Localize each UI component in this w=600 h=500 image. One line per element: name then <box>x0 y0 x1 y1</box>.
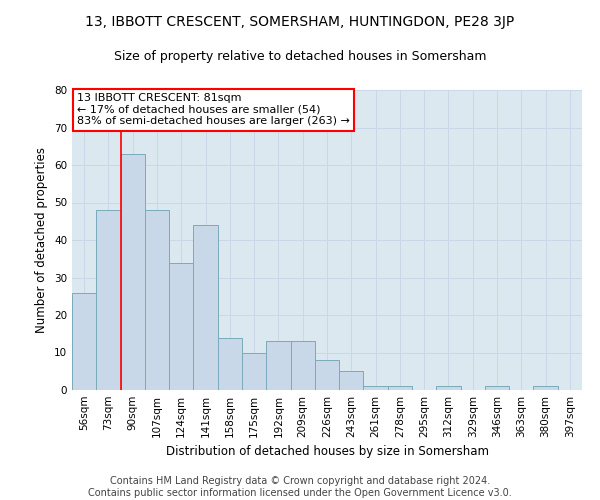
X-axis label: Distribution of detached houses by size in Somersham: Distribution of detached houses by size … <box>166 446 488 458</box>
Text: 13, IBBOTT CRESCENT, SOMERSHAM, HUNTINGDON, PE28 3JP: 13, IBBOTT CRESCENT, SOMERSHAM, HUNTINGD… <box>85 15 515 29</box>
Text: 13 IBBOTT CRESCENT: 81sqm
← 17% of detached houses are smaller (54)
83% of semi-: 13 IBBOTT CRESCENT: 81sqm ← 17% of detac… <box>77 93 350 126</box>
Bar <box>72 292 96 390</box>
Bar <box>266 341 290 390</box>
Bar <box>145 210 169 390</box>
Bar <box>315 360 339 390</box>
Bar <box>533 386 558 390</box>
Bar <box>193 225 218 390</box>
Bar <box>290 341 315 390</box>
Bar <box>436 386 461 390</box>
Y-axis label: Number of detached properties: Number of detached properties <box>35 147 49 333</box>
Bar <box>485 386 509 390</box>
Bar <box>96 210 121 390</box>
Bar <box>218 338 242 390</box>
Text: Size of property relative to detached houses in Somersham: Size of property relative to detached ho… <box>114 50 486 63</box>
Bar <box>242 352 266 390</box>
Bar <box>388 386 412 390</box>
Bar <box>121 154 145 390</box>
Bar <box>169 262 193 390</box>
Bar <box>364 386 388 390</box>
Text: Contains HM Land Registry data © Crown copyright and database right 2024.
Contai: Contains HM Land Registry data © Crown c… <box>88 476 512 498</box>
Bar <box>339 371 364 390</box>
